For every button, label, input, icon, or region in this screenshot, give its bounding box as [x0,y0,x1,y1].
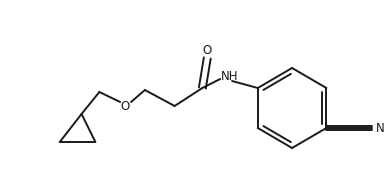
Text: N: N [376,121,384,134]
Text: NH: NH [221,70,239,83]
Text: O: O [120,100,130,112]
Text: O: O [203,44,212,57]
